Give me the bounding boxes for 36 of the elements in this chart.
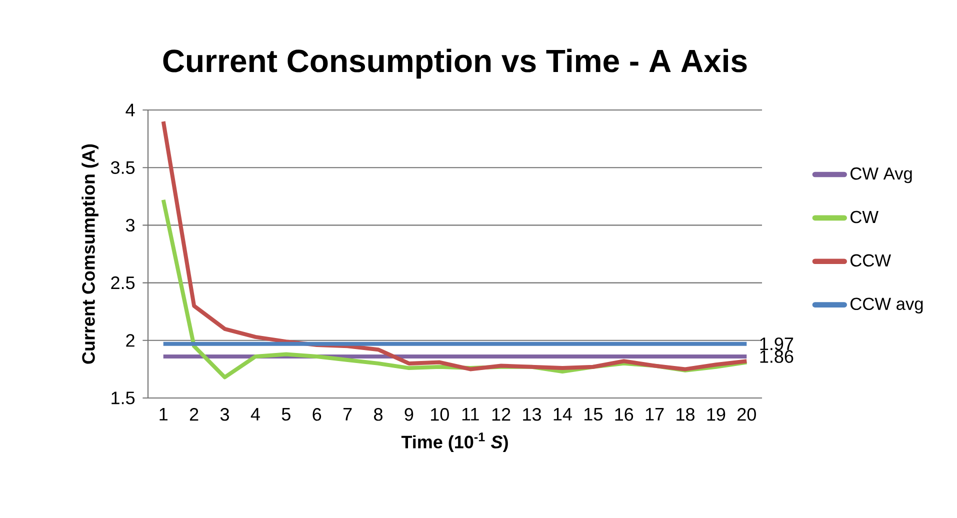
legend-label: CW — [850, 210, 878, 224]
y-tick-label: 1.5 — [112, 392, 135, 404]
x-tick-label: 6 — [312, 408, 322, 421]
x-tick-label: 11 — [462, 408, 479, 420]
x-tick-label: 7 — [343, 408, 352, 420]
x-axis-title: Time (10$^{-1}$ S) — [401, 432, 508, 452]
y-tick-label: 3 — [126, 218, 134, 232]
x-tick-label: 14 — [554, 408, 572, 420]
x-tick-label: 17 — [646, 408, 664, 420]
line-series — [161, 120, 749, 372]
x-tick-label: 15 — [584, 408, 602, 421]
y-tick-label: 3.5 — [110, 161, 135, 174]
y-tick-label: 4 — [126, 104, 135, 116]
chart-title: Current Consumption vs Time - A Axis — [163, 48, 747, 79]
x-tick-label: 12 — [492, 408, 510, 421]
x-tick-label: 10 — [431, 408, 449, 421]
x-tick-label: 8 — [374, 408, 382, 421]
x-tick-label: 5 — [282, 408, 290, 421]
x-tick-label: 20 — [738, 408, 756, 421]
legend-label: CCW — [850, 254, 891, 267]
data-label: 1.97 — [760, 337, 794, 350]
x-tick-label: 1 — [160, 408, 168, 420]
data-label: 1.86 — [760, 350, 794, 363]
x-tick-label: 16 — [615, 408, 634, 421]
x-tick-label: 19 — [707, 408, 726, 421]
legend-label: CW Avg — [850, 167, 912, 184]
x-tick-label: 13 — [523, 408, 541, 421]
y-axis-title: Current Comsumption (A) — [82, 144, 98, 364]
legend-label: CCW avg — [850, 298, 923, 314]
y-tick-label: 2.5 — [111, 276, 135, 290]
x-tick-label: 4 — [250, 408, 260, 420]
y-tick-label: 2 — [126, 334, 134, 347]
x-tick-label: 18 — [676, 408, 694, 421]
x-tick-label: 3 — [220, 408, 229, 421]
x-tick-label: 2 — [190, 408, 198, 421]
x-tick-label: 9 — [404, 408, 414, 421]
